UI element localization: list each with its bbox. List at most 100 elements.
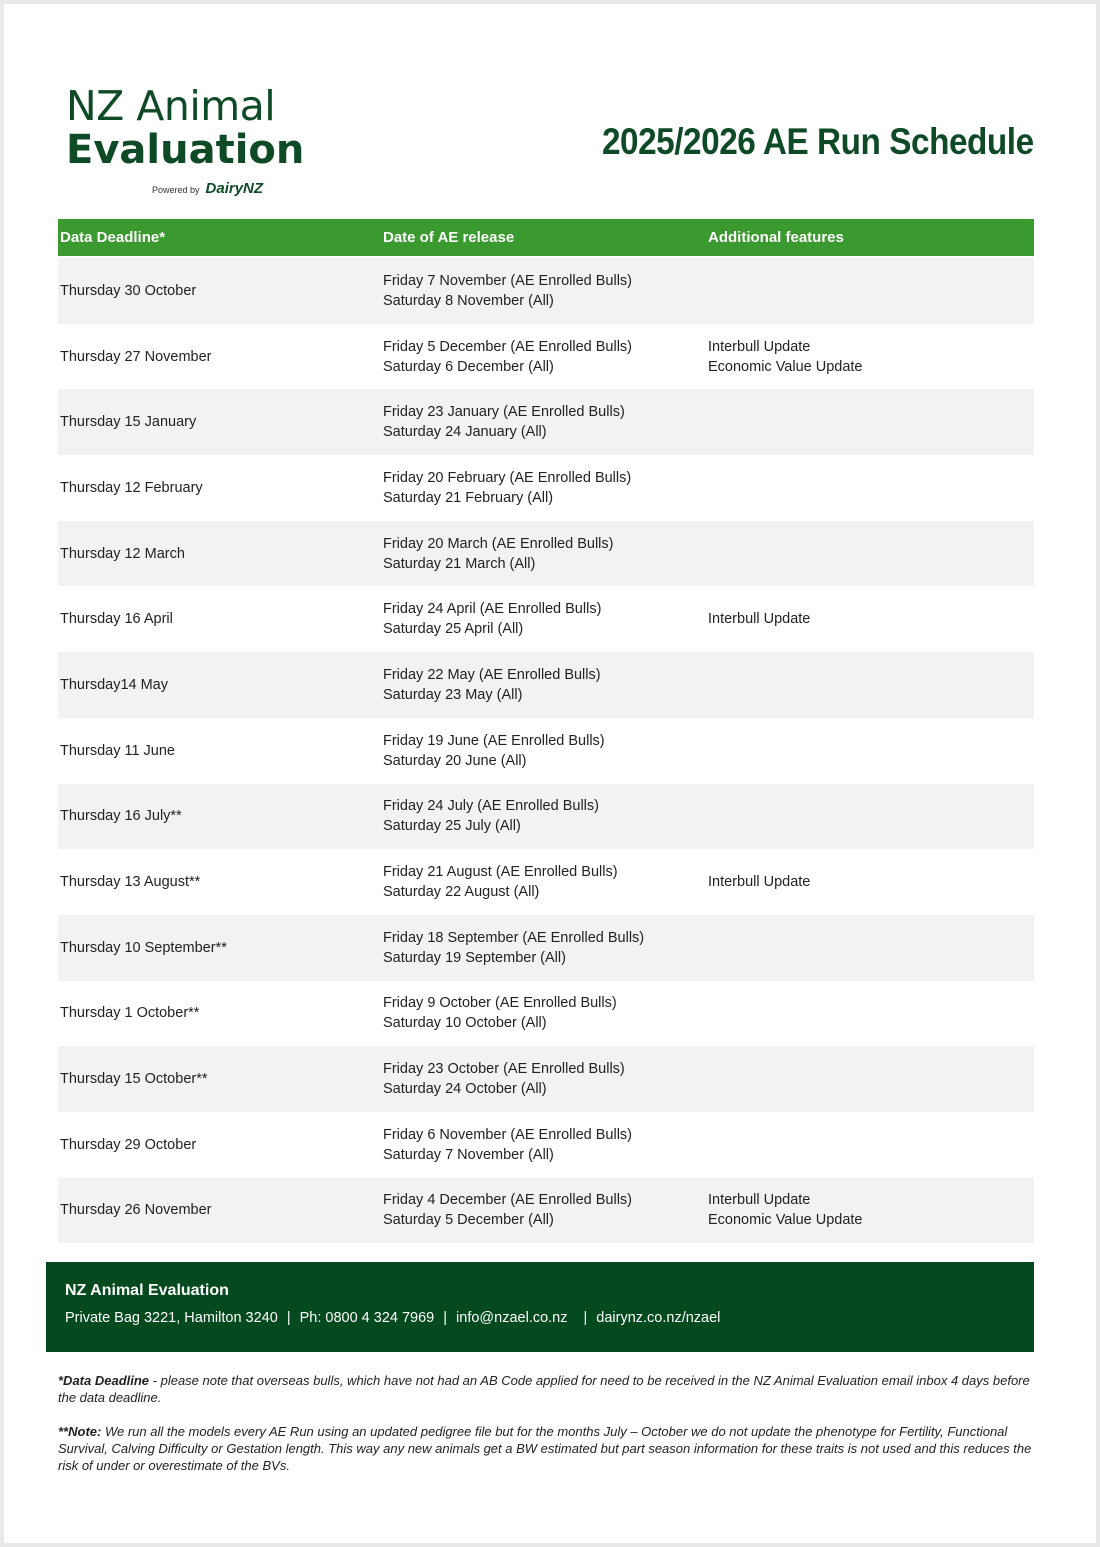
- deadline-cell: Thursday 29 October: [60, 1136, 197, 1153]
- deadline-cell: Thursday 15 October**: [60, 1071, 208, 1088]
- release-cell-line: Saturday 19 September (All): [383, 949, 566, 966]
- deadline-cell: Thursday 16 April: [60, 611, 173, 628]
- deadline-cell: Thursday 15 January: [60, 414, 197, 431]
- deadline-cell: Thursday 16 July**: [60, 808, 182, 825]
- deadline-cell: Thursday 13 August**: [60, 874, 201, 891]
- release-cell: Friday 22 May (AE Enrolled Bulls) Saturda…: [383, 665, 708, 705]
- features-cell: Interbull Update Economic Value Update: [708, 1190, 1034, 1230]
- release-cell: Friday 5 December (AE Enrolled Bulls) Sat…: [383, 337, 708, 377]
- table-row: Thursday 10 September** Friday 18 Septemb…: [58, 914, 1034, 981]
- release-cell-line: Saturday 5 December (All): [383, 1212, 554, 1229]
- footer-address: Private Bag 3221, Hamilton 3240: [65, 1310, 278, 1326]
- release-cell-line: Friday 22 May (AE Enrolled Bulls): [383, 666, 601, 683]
- release-cell: Friday 7 November (AE Enrolled Bulls) Sat…: [383, 271, 708, 311]
- logo-line1: NZ Animal: [66, 82, 276, 130]
- features-cell-line: Economic Value Update: [708, 358, 863, 375]
- note-text: - please note that overseas bulls, which…: [58, 1373, 1030, 1405]
- release-cell: Friday 4 December (AE Enrolled Bulls) Sat…: [383, 1190, 708, 1230]
- features-cell-line: Interbull Update: [708, 1192, 811, 1209]
- table-row: Thursday 16 April Friday 24 April (AE Enr…: [58, 586, 1034, 652]
- features-cell-line: Interbull Update: [708, 611, 811, 628]
- release-cell: Friday 20 March (AE Enrolled Bulls) Satur…: [383, 534, 708, 574]
- separator: |: [286, 1310, 291, 1326]
- nzae-logo: NZ Animal Evaluation Powered by DairyNZ: [66, 82, 305, 197]
- table-row: Thursday 16 July** Friday 24 July (AE Enr…: [58, 783, 1034, 850]
- release-cell-line: Saturday 20 June (All): [383, 752, 527, 769]
- features-cell: Interbull Update Economic Value Update: [708, 337, 1034, 377]
- release-cell-line: Saturday 10 October (All): [383, 1015, 547, 1032]
- logo-line2: Evaluation: [66, 127, 305, 173]
- deadline-cell: Thursday 30 October: [60, 282, 197, 299]
- header-release: Date of AE release: [383, 229, 515, 246]
- release-cell: Friday 18 September (AE Enrolled Bulls) S…: [383, 928, 708, 968]
- deadline-cell: Thursday 12 March: [60, 545, 185, 562]
- deadline-cell: Thursday14 May: [60, 676, 168, 693]
- footer-contact: Private Bag 3221, Hamilton 3240 | Ph: 0800…: [65, 1310, 720, 1326]
- table-header: Data Deadline* Date of AE release Additi…: [58, 219, 1034, 256]
- release-cell-line: Saturday 24 January (All): [383, 424, 547, 441]
- separator: |: [443, 1310, 448, 1326]
- release-cell-line: Saturday 25 July (All): [383, 818, 521, 835]
- release-cell-line: Saturday 6 December (All): [383, 358, 554, 375]
- table-row: Thursday 29 October Friday 6 November (AE…: [58, 1112, 1034, 1178]
- release-cell-line: Friday 20 March (AE Enrolled Bulls): [383, 535, 614, 552]
- note-label: *Data Deadline: [58, 1373, 150, 1388]
- powered-by-text: Powered by: [152, 185, 200, 195]
- release-cell-line: Friday 6 November (AE Enrolled Bulls): [383, 1126, 633, 1143]
- table-row: Thursday 13 August** Friday 21 August (AE…: [58, 849, 1034, 915]
- release-cell-line: Friday 7 November (AE Enrolled Bulls): [383, 272, 633, 289]
- deadline-cell: Thursday 1 October**: [60, 1005, 200, 1022]
- header-deadline: Data Deadline*: [60, 229, 166, 246]
- release-cell-line: Saturday 7 November (All): [383, 1146, 554, 1163]
- footer-phone: Ph: 0800 4 324 7969: [299, 1310, 435, 1326]
- release-cell: Friday 9 October (AE Enrolled Bulls) Satu…: [383, 993, 708, 1033]
- features-cell-line: Economic Value Update: [708, 1212, 863, 1229]
- note-label: **Note:: [58, 1424, 102, 1439]
- release-cell-line: Saturday 21 March (All): [383, 555, 536, 572]
- deadline-cell: Thursday 12 February: [60, 479, 203, 496]
- release-cell: Friday 6 November (AE Enrolled Bulls) Sat…: [383, 1125, 708, 1165]
- table-row: Thursday14 May Friday 22 May (AE Enrolled…: [58, 652, 1034, 718]
- release-cell-line: Friday 19 June (AE Enrolled Bulls): [383, 732, 605, 749]
- header-features: Additional features: [708, 229, 844, 246]
- footer-website[interactable]: dairynz.co.nz/nzael: [596, 1310, 721, 1326]
- table-row: Thursday 27 November Friday 5 December (A…: [58, 324, 1034, 390]
- release-cell-line: Friday 23 January (AE Enrolled Bulls): [383, 404, 625, 421]
- release-cell: Friday 23 January (AE Enrolled Bulls) Sat…: [383, 402, 708, 442]
- footer-banner: NZ Animal Evaluation Private Bag 3221, H…: [46, 1262, 1034, 1352]
- release-cell-line: Saturday 23 May (All): [383, 686, 523, 703]
- table-row: Thursday 26 November Friday 4 December (A…: [58, 1177, 1034, 1244]
- features-cell-line: Interbull Update: [708, 338, 811, 355]
- schedule-table: Data Deadline* Date of AE release Additi…: [58, 219, 1034, 1244]
- release-cell-line: Saturday 22 August (All): [383, 884, 540, 901]
- release-cell: Friday 19 June (AE Enrolled Bulls) Saturd…: [383, 731, 708, 771]
- table-row: Thursday 12 March Friday 20 March (AE Enr…: [58, 520, 1034, 587]
- release-cell: Friday 21 August (AE Enrolled Bulls) Satu…: [383, 862, 708, 902]
- release-cell-line: Friday 24 July (AE Enrolled Bulls): [383, 798, 599, 815]
- note-text: We run all the models every AE Run using…: [58, 1424, 1032, 1473]
- table-row: Thursday 12 February Friday 20 February (…: [58, 455, 1034, 521]
- release-cell-line: Friday 9 October (AE Enrolled Bulls): [383, 995, 617, 1012]
- deadline-cell: Thursday 11 June: [60, 742, 175, 759]
- release-cell-line: Saturday 8 November (All): [383, 292, 554, 309]
- deadline-cell: Thursday 10 September**: [60, 939, 227, 956]
- footer-email[interactable]: info@nzael.co.nz: [456, 1310, 568, 1326]
- footer-org-name: NZ Animal Evaluation: [65, 1282, 229, 1299]
- features-cell-line: Interbull Update: [708, 874, 811, 891]
- table-row: Thursday 15 January Friday 23 January (AE…: [58, 389, 1034, 456]
- features-cell: Interbull Update: [708, 872, 1034, 892]
- release-cell: Friday 24 April (AE Enrolled Bulls) Satur…: [383, 599, 708, 639]
- note-data-deadline: *Data Deadline - please note that overse…: [58, 1372, 1038, 1406]
- release-cell-line: Friday 4 December (AE Enrolled Bulls): [383, 1192, 633, 1209]
- release-cell: Friday 23 October (AE Enrolled Bulls) Sat…: [383, 1059, 708, 1099]
- deadline-cell: Thursday 26 November: [60, 1202, 212, 1219]
- table-body: Thursday 30 October Friday 7 November (AE…: [58, 258, 1034, 1244]
- table-row: Thursday 15 October** Friday 23 October (…: [58, 1046, 1034, 1112]
- release-cell-line: Friday 24 April (AE Enrolled Bulls): [383, 601, 602, 618]
- release-cell-line: Friday 18 September (AE Enrolled Bulls): [383, 929, 645, 946]
- release-cell-line: Friday 21 August (AE Enrolled Bulls): [383, 864, 618, 881]
- release-cell-line: Friday 23 October (AE Enrolled Bulls): [383, 1061, 625, 1078]
- powered-by: Powered by DairyNZ: [152, 180, 263, 198]
- release-cell-line: Friday 20 February (AE Enrolled Bulls): [383, 469, 632, 486]
- footnotes: *Data Deadline - please note that overse…: [58, 1372, 1038, 1491]
